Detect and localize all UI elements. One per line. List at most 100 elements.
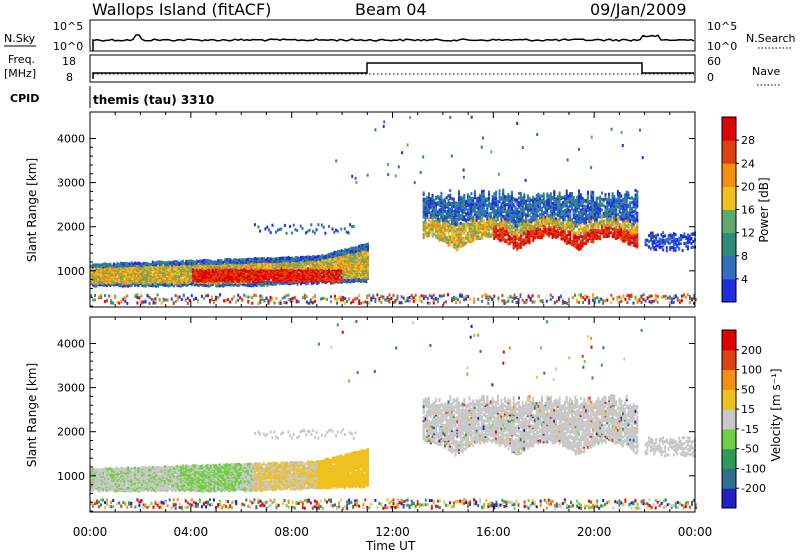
range-cell xyxy=(449,201,452,205)
range-cell xyxy=(148,295,151,299)
range-cell xyxy=(328,252,331,256)
range-cell xyxy=(310,255,313,259)
range-cell xyxy=(485,296,488,300)
range-cell xyxy=(160,301,163,305)
range-cell xyxy=(429,197,432,201)
range-cell xyxy=(440,227,443,231)
range-cell xyxy=(98,295,101,299)
range-cell xyxy=(422,227,425,230)
range-cell xyxy=(435,208,438,212)
range-cell xyxy=(440,238,443,242)
range-cell xyxy=(376,293,379,297)
range-cell xyxy=(525,227,528,231)
range-cell xyxy=(443,224,446,227)
range-cell xyxy=(502,190,505,194)
range-cell xyxy=(493,192,496,196)
range-cell xyxy=(680,294,683,298)
range-cell xyxy=(278,228,281,231)
range-cell xyxy=(93,268,96,272)
range-cell xyxy=(124,299,127,303)
range-cell xyxy=(314,255,317,259)
range-cell xyxy=(526,211,529,215)
range-cell xyxy=(431,203,434,207)
range-cell xyxy=(463,193,466,197)
range-cell xyxy=(493,294,496,298)
range-cell xyxy=(461,211,464,215)
range-cell xyxy=(523,231,526,235)
range-cell xyxy=(153,269,156,273)
range-cell xyxy=(539,216,542,220)
range-cell xyxy=(482,205,485,209)
range-cell xyxy=(311,301,314,305)
range-cell xyxy=(502,221,505,225)
range-cell xyxy=(463,230,466,234)
range-cell xyxy=(428,218,430,222)
range-cell xyxy=(528,213,531,217)
range-cell xyxy=(114,283,117,287)
range-cell xyxy=(354,273,357,277)
range-cell xyxy=(537,214,540,218)
range-cell xyxy=(541,230,543,233)
range-cell xyxy=(539,223,542,227)
range-cell xyxy=(477,196,480,200)
range-cell xyxy=(557,296,560,300)
range-cell xyxy=(248,269,251,273)
range-cell xyxy=(588,301,591,305)
range-cell xyxy=(466,208,469,212)
range-cell xyxy=(518,219,520,223)
range-cell xyxy=(465,235,468,239)
range-cell xyxy=(551,228,554,232)
range-cell xyxy=(342,298,345,302)
range-cell xyxy=(100,266,103,269)
range-cell xyxy=(443,237,446,241)
range-cell xyxy=(470,233,473,237)
range-cell xyxy=(530,234,533,238)
range-cell xyxy=(465,204,468,208)
range-cell xyxy=(500,220,503,224)
range-cell xyxy=(449,207,452,211)
range-cell xyxy=(183,281,186,285)
range-cell xyxy=(502,188,505,192)
range-cell xyxy=(465,199,468,203)
range-cell xyxy=(454,230,457,234)
range-cell xyxy=(178,261,181,265)
range-cell xyxy=(475,234,478,238)
range-cell xyxy=(532,217,535,221)
range-cell xyxy=(521,233,524,237)
range-cell xyxy=(235,301,238,305)
range-cell xyxy=(498,227,501,231)
range-cell xyxy=(473,236,476,240)
range-cell xyxy=(459,240,462,244)
range-cell xyxy=(473,233,476,237)
range-cell xyxy=(452,222,455,226)
range-cell xyxy=(408,295,411,299)
range-cell xyxy=(118,273,121,277)
range-cell xyxy=(312,229,315,233)
range-cell xyxy=(493,226,496,230)
range-cell xyxy=(422,193,425,196)
range-cell xyxy=(139,270,142,274)
range-cell xyxy=(470,199,473,203)
range-cell xyxy=(171,260,174,264)
range-cell xyxy=(211,298,213,302)
range-cell xyxy=(438,210,441,213)
range-cell xyxy=(498,206,501,210)
range-cell xyxy=(484,222,487,226)
range-cell xyxy=(465,297,468,301)
range-cell xyxy=(459,198,462,202)
range-cell xyxy=(519,202,522,206)
range-cell xyxy=(544,224,547,228)
range-cell xyxy=(410,296,413,300)
range-cell xyxy=(532,197,535,201)
range-cell xyxy=(192,267,195,271)
range-cell xyxy=(234,276,237,280)
range-cell xyxy=(530,204,533,208)
range-cell xyxy=(526,214,529,218)
range-cell xyxy=(424,214,427,218)
range-cell xyxy=(436,227,439,231)
range-cell xyxy=(546,221,549,225)
range-cell xyxy=(539,234,542,238)
range-cell xyxy=(429,220,432,224)
range-cell xyxy=(530,229,533,233)
range-cell xyxy=(338,277,341,281)
